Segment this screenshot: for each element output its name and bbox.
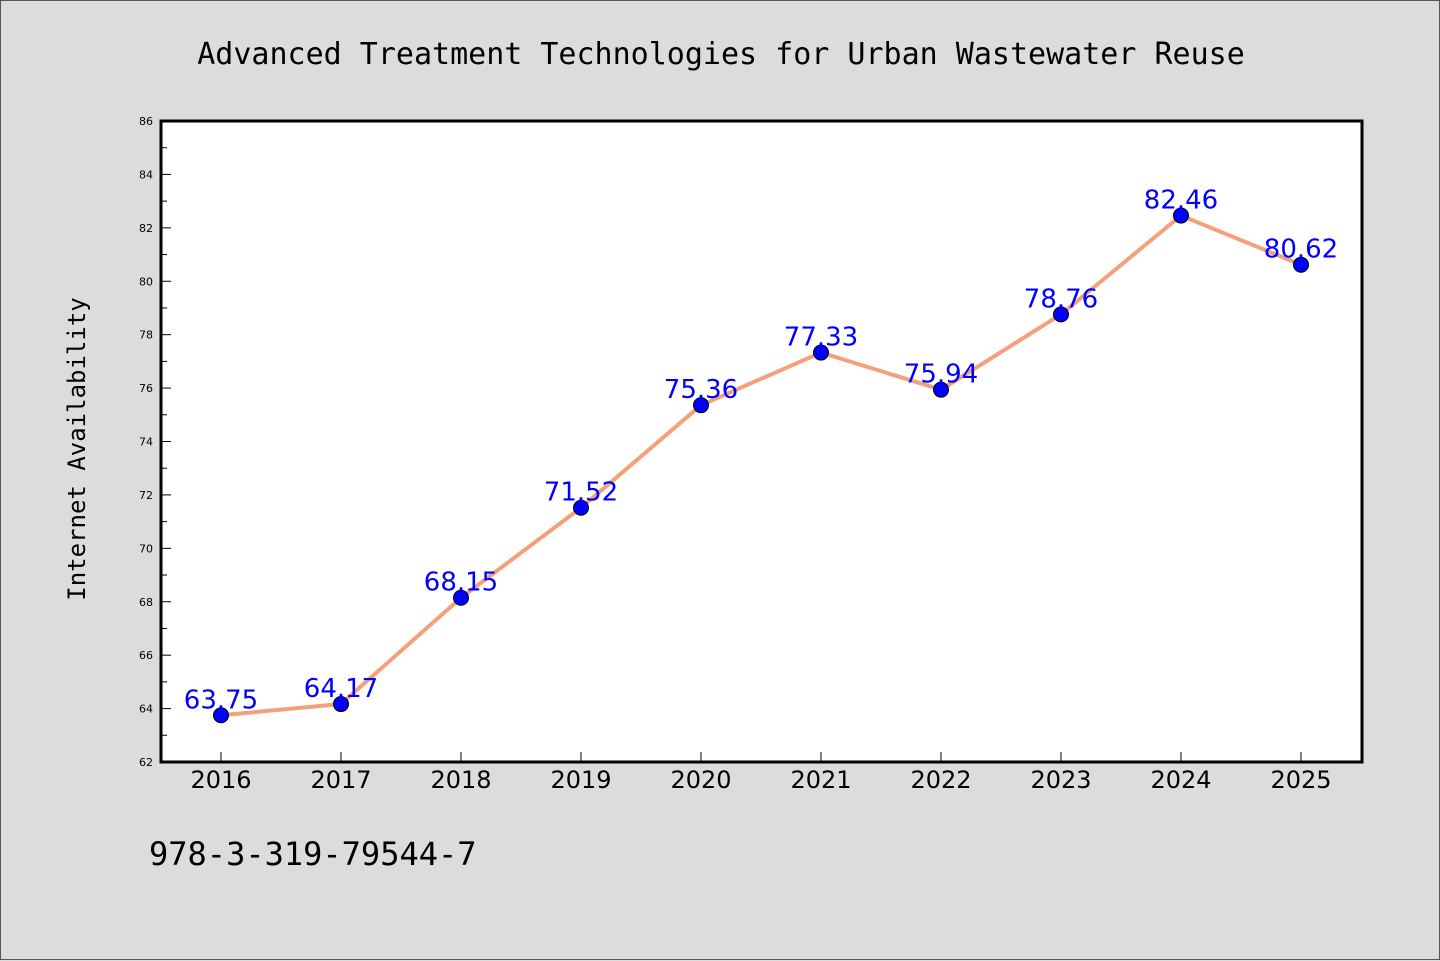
data-label: 71.52 [544, 478, 618, 508]
y-tick-label: 78 [139, 329, 153, 342]
data-point-marker [573, 499, 589, 516]
data-point-marker [813, 344, 829, 361]
data-point-marker [333, 696, 349, 713]
y-tick-label: 64 [139, 703, 153, 716]
x-tick-label: 2022 [910, 766, 971, 794]
x-tick-label: 2025 [1270, 766, 1331, 794]
data-label: 75.94 [904, 360, 978, 390]
data-point-marker [1173, 207, 1189, 224]
x-axis-ticks: 2016 2017 2018 2019 2020 2021 2022 2023 2024 2025 [190, 752, 1332, 794]
y-tick-label: 68 [139, 596, 153, 609]
y-tick-label: 80 [139, 275, 153, 288]
data-label-group: 63.75 64.17 68.15 71.52 75.36 77.33 75.94 78.76… [184, 186, 1338, 716]
data-label: 77.33 [784, 323, 858, 353]
x-tick-label: 2021 [790, 766, 851, 794]
y-tick-label: 72 [139, 489, 153, 502]
series-line-group [219, 213, 1303, 718]
plot-area [161, 121, 1362, 762]
data-label: 68.15 [424, 568, 498, 598]
y-tick-label: 62 [139, 756, 153, 769]
y-tick-label: 70 [139, 542, 153, 555]
data-point-marker [933, 381, 949, 398]
x-tick-label: 2018 [430, 766, 491, 794]
data-point-marker [693, 397, 709, 414]
data-point-marker [453, 589, 469, 606]
x-tick-label: 2017 [310, 766, 371, 794]
data-label: 63.75 [184, 685, 258, 715]
x-tick-label: 2019 [550, 766, 611, 794]
x-tick-label: 2020 [670, 766, 731, 794]
y-axis-ticks: 62 64 66 68 70 72 74 76 78 80 82 84 86 [139, 115, 171, 769]
y-tick-label: 74 [139, 436, 153, 449]
x-tick-label: 2023 [1030, 766, 1091, 794]
chart-title: Advanced Treatment Technologies for Urba… [197, 37, 1245, 72]
data-point-marker [1293, 256, 1309, 273]
y-tick-label: 84 [139, 168, 153, 181]
data-label: 78.76 [1024, 284, 1098, 314]
data-label: 80.62 [1264, 235, 1338, 265]
plot-border [159, 119, 1364, 764]
data-point-marker [213, 707, 229, 724]
data-label: 82.46 [1144, 186, 1218, 216]
marker-group [213, 207, 1309, 724]
series-line [219, 213, 1303, 718]
isbn-footer: 978-3-319-79544-7 [149, 835, 477, 873]
x-tick-label: 2024 [1150, 766, 1211, 794]
y-tick-label: 76 [139, 382, 153, 395]
x-tick-label: 2016 [190, 766, 251, 794]
y-tick-label: 66 [139, 649, 153, 662]
data-label: 64.17 [304, 674, 378, 704]
y-tick-label: 86 [139, 115, 153, 128]
data-point-marker [1053, 306, 1069, 323]
y-axis-label: Internet Availability [63, 297, 91, 600]
data-label: 75.36 [664, 375, 738, 405]
y-tick-label: 82 [139, 222, 153, 235]
